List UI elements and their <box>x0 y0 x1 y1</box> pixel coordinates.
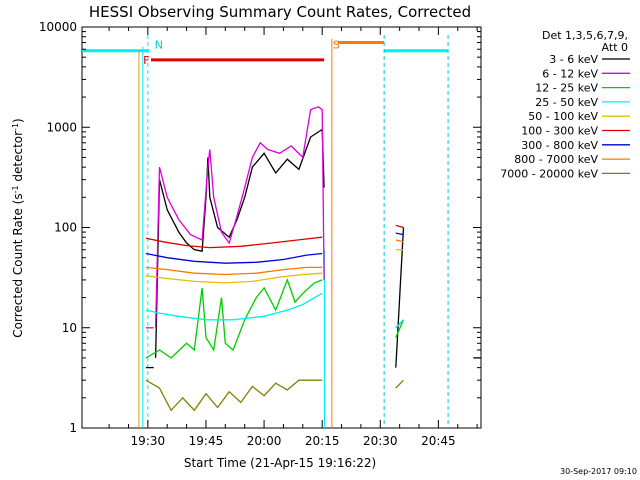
series-1-segment-0 <box>154 106 325 328</box>
plot-area: N S F 1 10 100 1000 10000 19:30 19:45 20:00 20:15 20… <box>39 20 482 448</box>
x-tick-label-4: 20:30 <box>363 434 398 448</box>
series-8-segment-0 <box>145 379 323 412</box>
x-tick-label-2: 20:00 <box>247 434 282 448</box>
legend-label-8: 7000 - 20000 keV <box>500 167 598 180</box>
series-2-segment-1 <box>395 319 405 338</box>
x-axis-label: Start Time (21-Apr-15 19:16:22) <box>184 456 376 470</box>
y-tick-label-0: 1 <box>69 421 77 435</box>
legend-label-6: 300 - 800 keV <box>521 139 598 152</box>
y-axis-label: Corrected Count Rate (s-1 detector-1) <box>11 118 26 337</box>
series-2-segment-0 <box>145 278 323 359</box>
series-3-segment-1 <box>395 319 404 329</box>
x-tick-label-0: 19:30 <box>131 434 166 448</box>
series-6-segment-0 <box>145 252 323 264</box>
x-tick-label-1: 19:45 <box>189 434 224 448</box>
y-axis-label-sup1: -1 <box>11 185 20 193</box>
legend-label-7: 800 - 7000 keV <box>514 153 598 166</box>
series-7-segment-1 <box>395 239 404 243</box>
legend-label-4: 50 - 100 keV <box>528 110 598 123</box>
y-tick-label-4: 10000 <box>39 20 77 34</box>
legend-label-1: 6 - 12 keV <box>542 67 598 80</box>
plot-frame <box>81 26 482 429</box>
y-tick-label-1: 10 <box>62 321 77 335</box>
series-0-segment-3 <box>395 227 405 368</box>
series-8-segment-1 <box>395 379 404 389</box>
annotation-n: N <box>155 39 163 52</box>
series-3-segment-0 <box>145 292 323 321</box>
x-tick-label-3: 20:15 <box>305 434 340 448</box>
legend-header-1: Det 1,3,5,6,7,9, <box>542 29 628 42</box>
chart-title: HESSI Observing Summary Count Rates, Cor… <box>89 3 471 21</box>
y-axis-label-sup2: -1 <box>11 123 20 131</box>
legend-label-3: 25 - 50 keV <box>535 96 598 109</box>
annotation-s: S <box>333 39 340 52</box>
legend-label-5: 100 - 300 keV <box>521 125 598 138</box>
series-6-segment-1 <box>395 232 404 236</box>
series-5-segment-1 <box>395 224 404 229</box>
y-tick-label-2: 100 <box>54 221 77 235</box>
series-0-segment-0 <box>154 128 325 358</box>
y-tick-label-3: 1000 <box>46 120 77 134</box>
timestamp: 30-Sep-2017 09:10 <box>560 467 637 476</box>
x-tick-label-5: 20:45 <box>421 434 456 448</box>
annotation-f: F <box>143 54 149 67</box>
legend-label-0: 3 - 6 keV <box>549 53 598 66</box>
series-7-segment-0 <box>145 266 323 276</box>
legend-header-2: Att 0 <box>602 41 628 54</box>
series-5-segment-0 <box>145 236 323 249</box>
series-4-segment-0 <box>145 272 323 284</box>
legend-label-2: 12 - 25 keV <box>535 82 598 95</box>
